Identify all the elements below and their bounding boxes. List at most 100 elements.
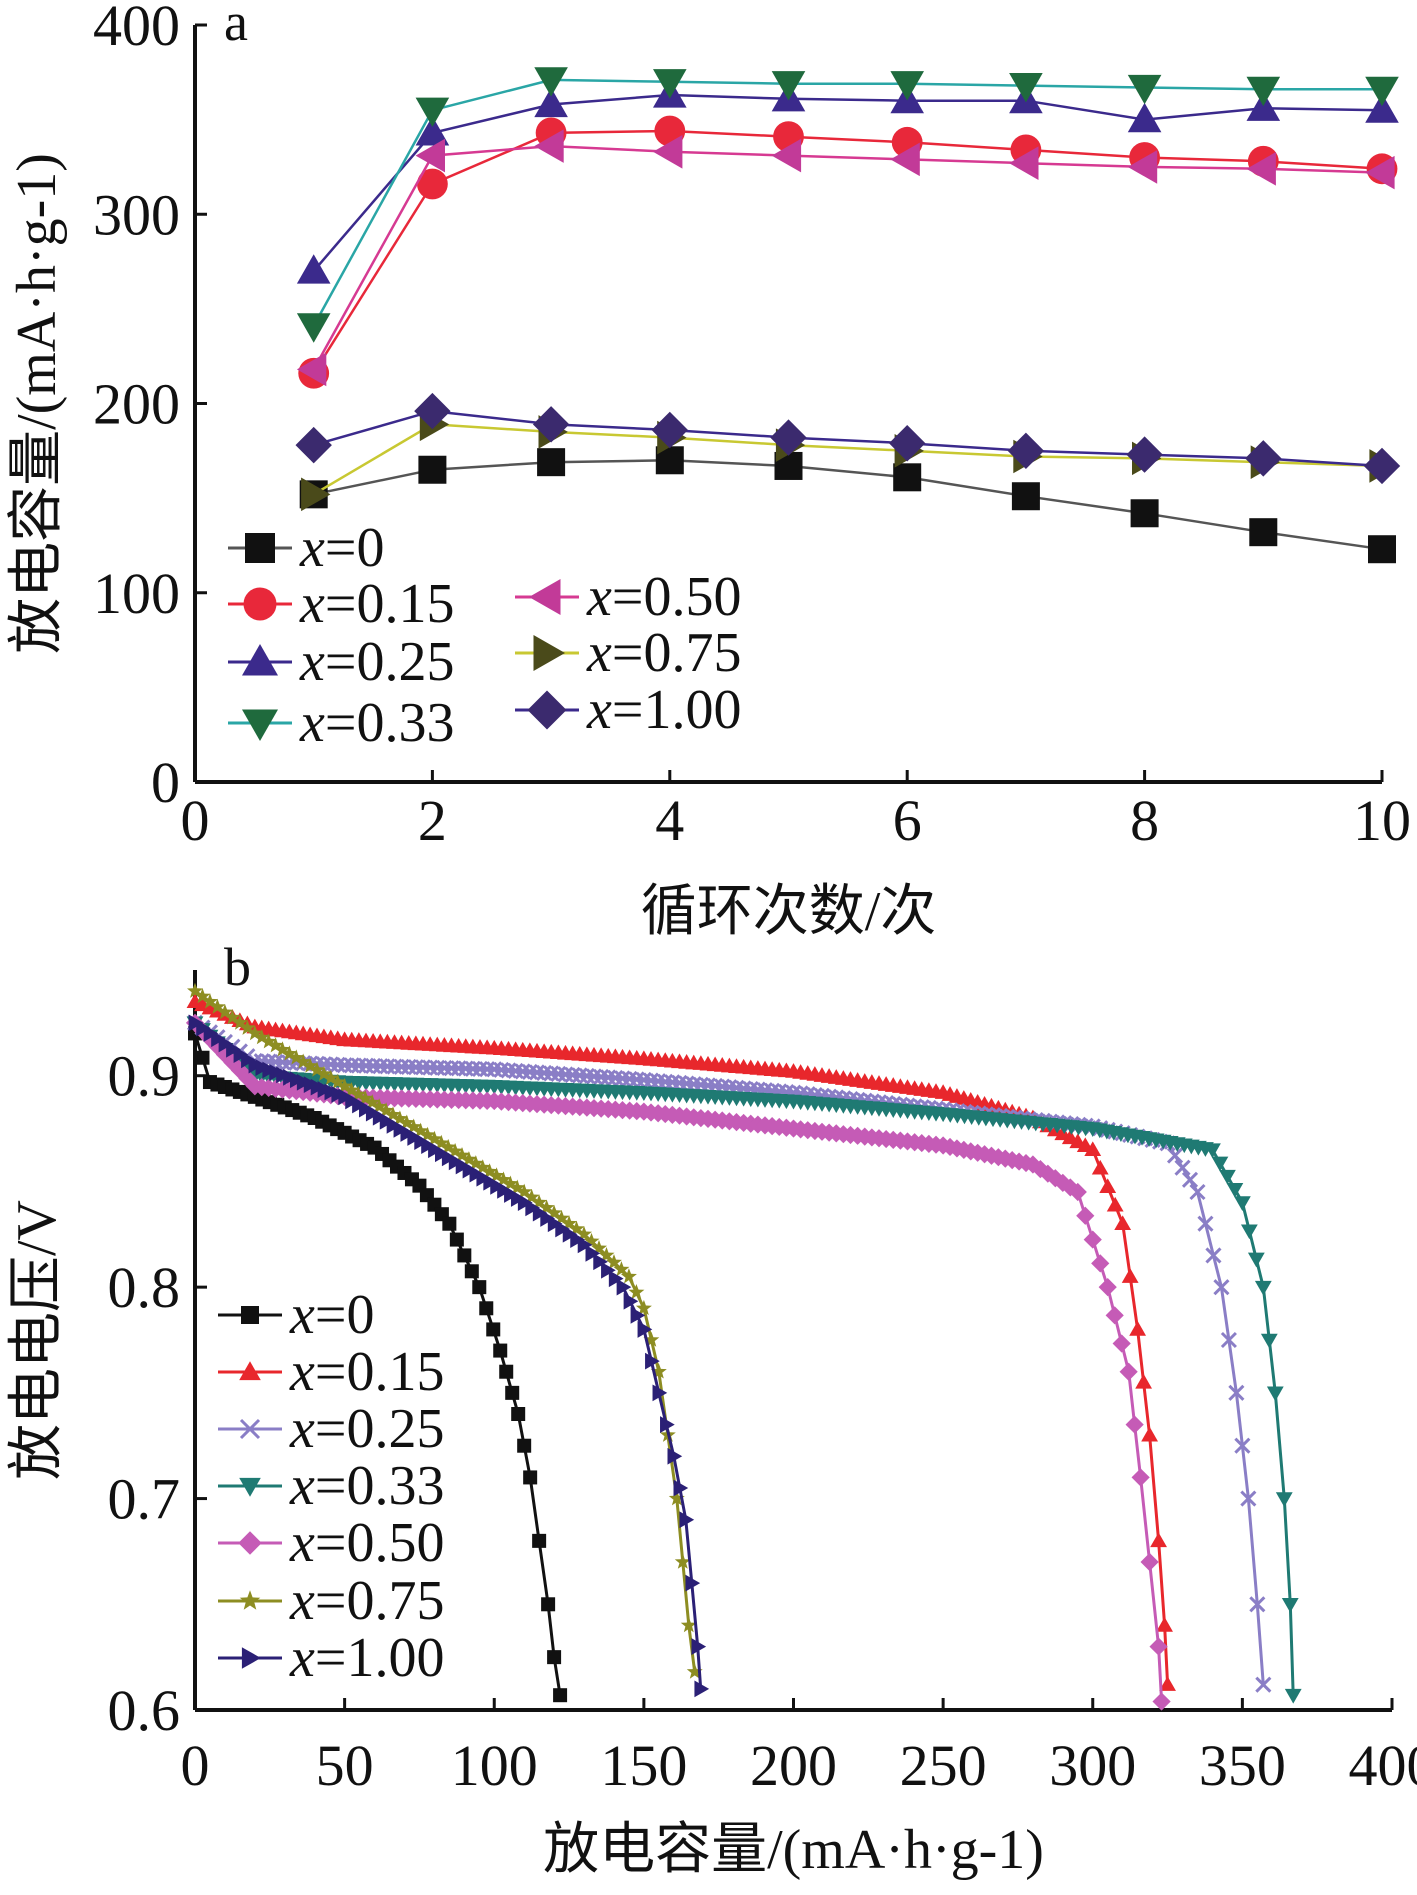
panel-label: b <box>224 937 251 997</box>
data-point <box>1276 1492 1293 1507</box>
legend-marker <box>534 635 566 671</box>
data-point <box>1183 1173 1197 1187</box>
series-4 <box>297 129 1395 386</box>
x-tick-label: 8 <box>1130 788 1159 853</box>
data-point <box>472 1280 486 1294</box>
data-point <box>1226 1183 1243 1198</box>
data-point <box>297 313 331 342</box>
legend-marker <box>242 1647 261 1669</box>
legend-variable: x <box>289 1627 315 1689</box>
y-axis-title: 放电电压/V <box>6 1200 68 1480</box>
data-point <box>1092 1160 1109 1175</box>
data-point <box>1122 1268 1139 1283</box>
legend-value: =0 <box>315 1284 375 1346</box>
data-point <box>533 406 569 442</box>
data-point <box>1113 1334 1131 1352</box>
legend-variable: x <box>586 566 612 628</box>
series-2 <box>297 78 1399 283</box>
series-3 <box>297 67 1399 342</box>
data-point <box>1245 440 1281 476</box>
series-line <box>314 411 1382 466</box>
data-point <box>1128 75 1162 104</box>
legend: x=0x=0.15x=0.25x=0.33x=0.50x=0.75x=1.00 <box>228 517 741 754</box>
data-point <box>1156 1617 1173 1632</box>
data-point <box>1248 1253 1265 1268</box>
legend-value: =0.33 <box>315 1455 445 1517</box>
x-tick-label: 200 <box>750 1733 837 1798</box>
series-0 <box>300 446 1396 563</box>
data-point <box>1107 1197 1124 1212</box>
legend-item: x=0.75 <box>515 622 741 684</box>
data-point <box>1267 1387 1284 1402</box>
data-point <box>1099 1278 1117 1296</box>
data-point <box>547 1650 561 1664</box>
legend-label: x=0.15 <box>289 1341 444 1403</box>
x-tick-label: 0 <box>181 788 210 853</box>
legend-value: =0.15 <box>325 573 455 635</box>
legend-variable: x <box>289 1398 315 1460</box>
data-point <box>1365 77 1399 106</box>
legend-marker <box>240 1590 261 1610</box>
data-point <box>1141 1553 1159 1571</box>
legend-label: x=0.75 <box>289 1570 444 1632</box>
y-tick-label: 0.7 <box>108 1467 181 1532</box>
data-point <box>1249 518 1277 546</box>
legend-label: x=0 <box>289 1284 374 1346</box>
data-point <box>1255 1281 1272 1296</box>
data-point <box>1261 1334 1278 1349</box>
data-point <box>553 1688 567 1702</box>
legend-value: =0.75 <box>612 622 742 684</box>
x-tick-label: 300 <box>1049 1733 1136 1798</box>
legend-value: =0.50 <box>612 566 742 628</box>
y-tick-label: 0.9 <box>108 1044 181 1109</box>
legend-label: x=0.33 <box>299 692 454 754</box>
data-point <box>416 98 450 127</box>
legend-variable: x <box>289 1455 315 1517</box>
legend-variable: x <box>586 622 612 684</box>
legend-label: x=1.00 <box>289 1627 444 1689</box>
data-point <box>1126 436 1162 472</box>
legend-item: x=0.50 <box>515 566 741 628</box>
data-point <box>296 427 332 463</box>
data-point <box>450 1233 464 1247</box>
legend-value: =0.25 <box>325 631 455 693</box>
data-point <box>628 1284 644 1299</box>
legend-label: x=0.33 <box>289 1455 444 1517</box>
legend-item: x=0.33 <box>228 692 454 754</box>
legend-value: =0.75 <box>315 1570 445 1632</box>
data-point <box>1126 1415 1144 1433</box>
data-point <box>517 1439 531 1453</box>
series-line <box>314 95 1382 271</box>
x-tick-label: 400 <box>1349 1733 1417 1798</box>
data-point <box>1368 535 1396 563</box>
legend-marker <box>242 644 278 676</box>
legend-value: =1.00 <box>612 679 742 741</box>
x-axis-title: 循环次数/次 <box>641 881 937 943</box>
data-point <box>1282 1598 1299 1613</box>
data-point <box>1285 1689 1302 1704</box>
data-point <box>511 1407 525 1421</box>
legend-variable: x <box>299 692 325 754</box>
legend-marker <box>238 1531 261 1554</box>
data-point <box>1152 1692 1170 1710</box>
legend-value: =0.25 <box>315 1398 445 1460</box>
legend-item: x=0.25 <box>228 631 454 693</box>
legend-value: =0 <box>325 517 385 579</box>
legend-marker <box>529 579 561 615</box>
legend-marker <box>245 533 275 563</box>
data-point <box>1008 433 1044 469</box>
legend-label: x=0.25 <box>289 1398 444 1460</box>
data-point <box>1076 1207 1094 1225</box>
data-point <box>1012 482 1040 510</box>
data-point <box>499 1365 513 1379</box>
data-point <box>1241 1224 1258 1239</box>
x-tick-label: 350 <box>1199 1733 1286 1798</box>
legend-label: x=0.15 <box>299 573 454 635</box>
data-point <box>532 1534 546 1548</box>
data-point <box>1114 1215 1131 1230</box>
data-point <box>486 1322 500 1336</box>
data-point <box>1135 1374 1152 1389</box>
legend-item: x=0.50 <box>218 1512 444 1574</box>
chart-panel-b: 0501001502002503003504000.60.70.80.9b放电容… <box>6 937 1417 1881</box>
